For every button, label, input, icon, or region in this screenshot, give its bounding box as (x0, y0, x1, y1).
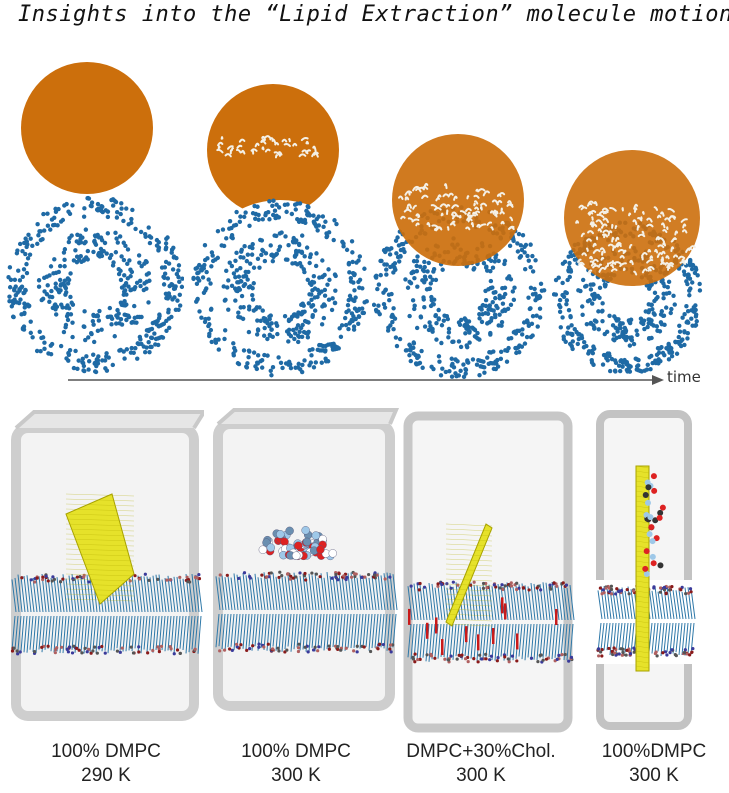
caption-1-composition: 100% DMPC (51, 741, 161, 762)
time-label: time (667, 368, 701, 386)
extraction-stage-1 (6, 62, 184, 375)
water-box (213, 419, 395, 711)
water-box-top (216, 408, 400, 426)
extracted-lipids (216, 135, 319, 159)
extraction-stage-2 (191, 84, 369, 378)
lipid-cholesterol-bilayer (407, 580, 575, 664)
caption-2-temperature: 300 K (271, 765, 321, 786)
nanosheet-disk (21, 62, 153, 194)
nanosheet-disk (207, 84, 339, 216)
vesicle (6, 195, 184, 375)
simulation-box-4 (596, 410, 696, 730)
extracted-lipids (575, 200, 696, 276)
lipid-bilayer (215, 570, 398, 654)
vesicle (191, 198, 369, 378)
nanosheet-disk (564, 150, 700, 286)
graphene-sheet (445, 523, 493, 627)
adsorbed-lipid-cluster (258, 526, 337, 561)
caption-2-composition: 100% DMPC (241, 741, 351, 762)
simulation-box-1 (10, 410, 204, 721)
water-box-top (14, 410, 204, 430)
caption-1-temperature: 290 K (81, 765, 131, 786)
extraction-stage-4 (552, 150, 703, 374)
caption-2: 100% DMPC 300 K (216, 740, 376, 788)
caption-1: 100% DMPC 290 K (26, 740, 186, 788)
water-box (403, 411, 573, 733)
simulation-box-2 (213, 408, 400, 711)
extracted-lipids (397, 182, 515, 232)
nanosheet-disk (392, 134, 524, 266)
figure-title: Insights into the “Lipid Extraction” mol… (18, 2, 729, 27)
time-arrow (68, 375, 664, 385)
caption-3-temperature: 300 K (456, 765, 506, 786)
caption-4-temperature: 300 K (629, 765, 679, 786)
caption-3: DMPC+30%Chol. 300 K (392, 740, 570, 788)
caption-3-composition: DMPC+30%Chol. (406, 741, 556, 762)
graphene-sheet (65, 493, 135, 605)
caption-4: 100%DMPC 300 K (584, 740, 724, 788)
simulation-box-3 (403, 411, 575, 733)
extraction-stage-3 (372, 134, 547, 379)
caption-4-composition: 100%DMPC (601, 741, 707, 762)
inserted-lipids (642, 473, 666, 577)
